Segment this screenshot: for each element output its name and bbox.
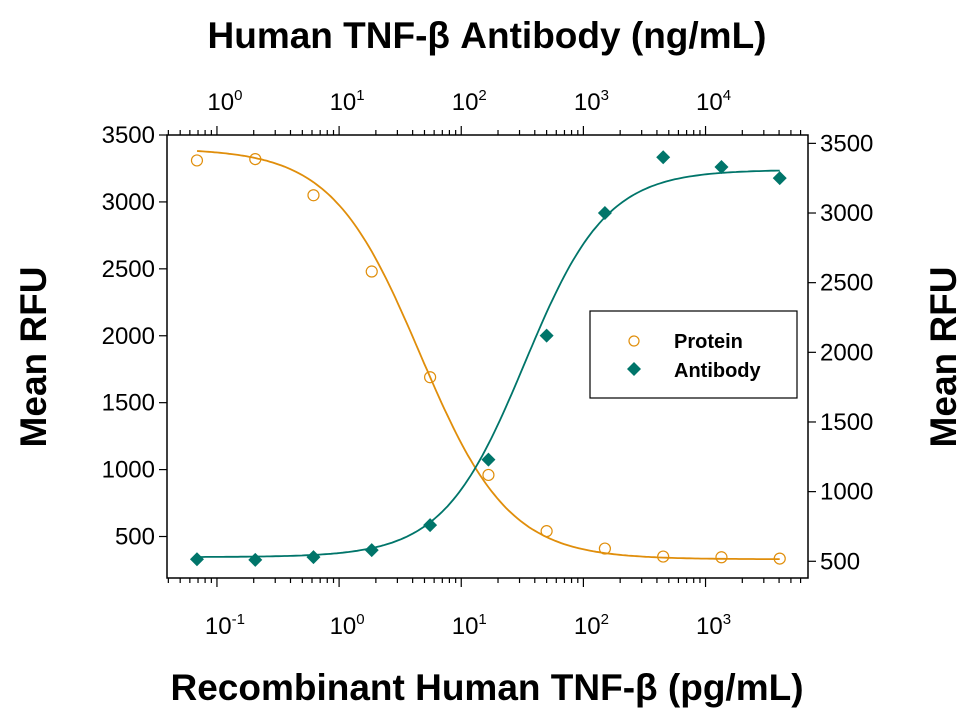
top-tick-label: 103 bbox=[574, 87, 609, 116]
protein-data-point bbox=[715, 551, 728, 564]
legend-protein-marker bbox=[628, 335, 640, 347]
bottom-axis-title: Recombinant Human TNF-β (pg/mL) bbox=[170, 667, 803, 708]
bottom-tick-label: 101 bbox=[452, 611, 487, 640]
bottom-tick-label: 103 bbox=[696, 611, 731, 640]
antibody-data-point bbox=[714, 160, 729, 175]
left-tick-label: 1500 bbox=[102, 390, 155, 417]
top-tick-label: 100 bbox=[207, 87, 242, 116]
left-tick-label: 2500 bbox=[102, 256, 155, 283]
legend-protein-label: Protein bbox=[674, 331, 743, 353]
left-tick-label: 1000 bbox=[102, 457, 155, 484]
protein-fit-curve bbox=[196, 150, 780, 560]
bottom-tick-label: 102 bbox=[574, 611, 609, 640]
left-tick-label: 2000 bbox=[102, 323, 155, 350]
left-axis-title: Mean RFU bbox=[13, 267, 54, 448]
bottom-tick-label: 10-1 bbox=[205, 611, 245, 640]
antibody-data-point bbox=[539, 328, 554, 343]
protein-data-point bbox=[482, 468, 495, 482]
right-axis-title: Mean RFU bbox=[923, 267, 964, 448]
protein-data-point bbox=[365, 265, 378, 278]
right-tick-label: 500 bbox=[820, 548, 860, 575]
antibody-data-point bbox=[481, 452, 496, 467]
protein-data-point bbox=[598, 542, 611, 555]
plot-frame bbox=[166, 134, 809, 579]
left-tick-label: 3000 bbox=[102, 189, 155, 216]
top-tick-label: 101 bbox=[330, 87, 365, 116]
legend-box bbox=[589, 310, 798, 399]
top-tick-label: 104 bbox=[696, 87, 731, 116]
antibody-data-point bbox=[772, 171, 787, 186]
antibody-data-point bbox=[656, 150, 671, 165]
right-tick-label: 3500 bbox=[820, 130, 873, 157]
legend: Protein Antibody bbox=[589, 310, 798, 399]
protein-data-point bbox=[424, 371, 437, 384]
right-tick-label: 1000 bbox=[820, 479, 873, 506]
right-tick-label: 3000 bbox=[820, 200, 873, 227]
antibody-data-point bbox=[423, 518, 438, 533]
antibody-data-point bbox=[597, 206, 612, 221]
left-tick-label: 500 bbox=[115, 524, 155, 551]
right-tick-label: 2500 bbox=[820, 270, 873, 297]
left-tick-label: 3500 bbox=[102, 122, 155, 149]
antibody-data-point bbox=[306, 550, 321, 565]
antibody-data-point bbox=[248, 552, 263, 567]
legend-antibody-label: Antibody bbox=[674, 360, 762, 382]
protein-data-point bbox=[540, 525, 553, 538]
protein-data-point bbox=[773, 552, 786, 565]
protein-data-point bbox=[307, 189, 320, 202]
bottom-tick-label: 100 bbox=[330, 611, 365, 640]
legend-antibody-marker bbox=[627, 362, 641, 376]
top-axis-title: Human TNF-β Antibody (ng/mL) bbox=[208, 15, 767, 56]
antibody-data-point bbox=[364, 543, 379, 558]
antibody-fit-curve bbox=[197, 169, 780, 558]
protein-data-point bbox=[249, 152, 262, 166]
right-tick-label: 2000 bbox=[820, 339, 873, 366]
protein-data-point bbox=[657, 550, 670, 563]
top-tick-label: 102 bbox=[452, 87, 487, 116]
right-tick-label: 1500 bbox=[820, 409, 873, 436]
antibody-data-point bbox=[189, 552, 204, 567]
protein-data-point bbox=[190, 154, 204, 167]
